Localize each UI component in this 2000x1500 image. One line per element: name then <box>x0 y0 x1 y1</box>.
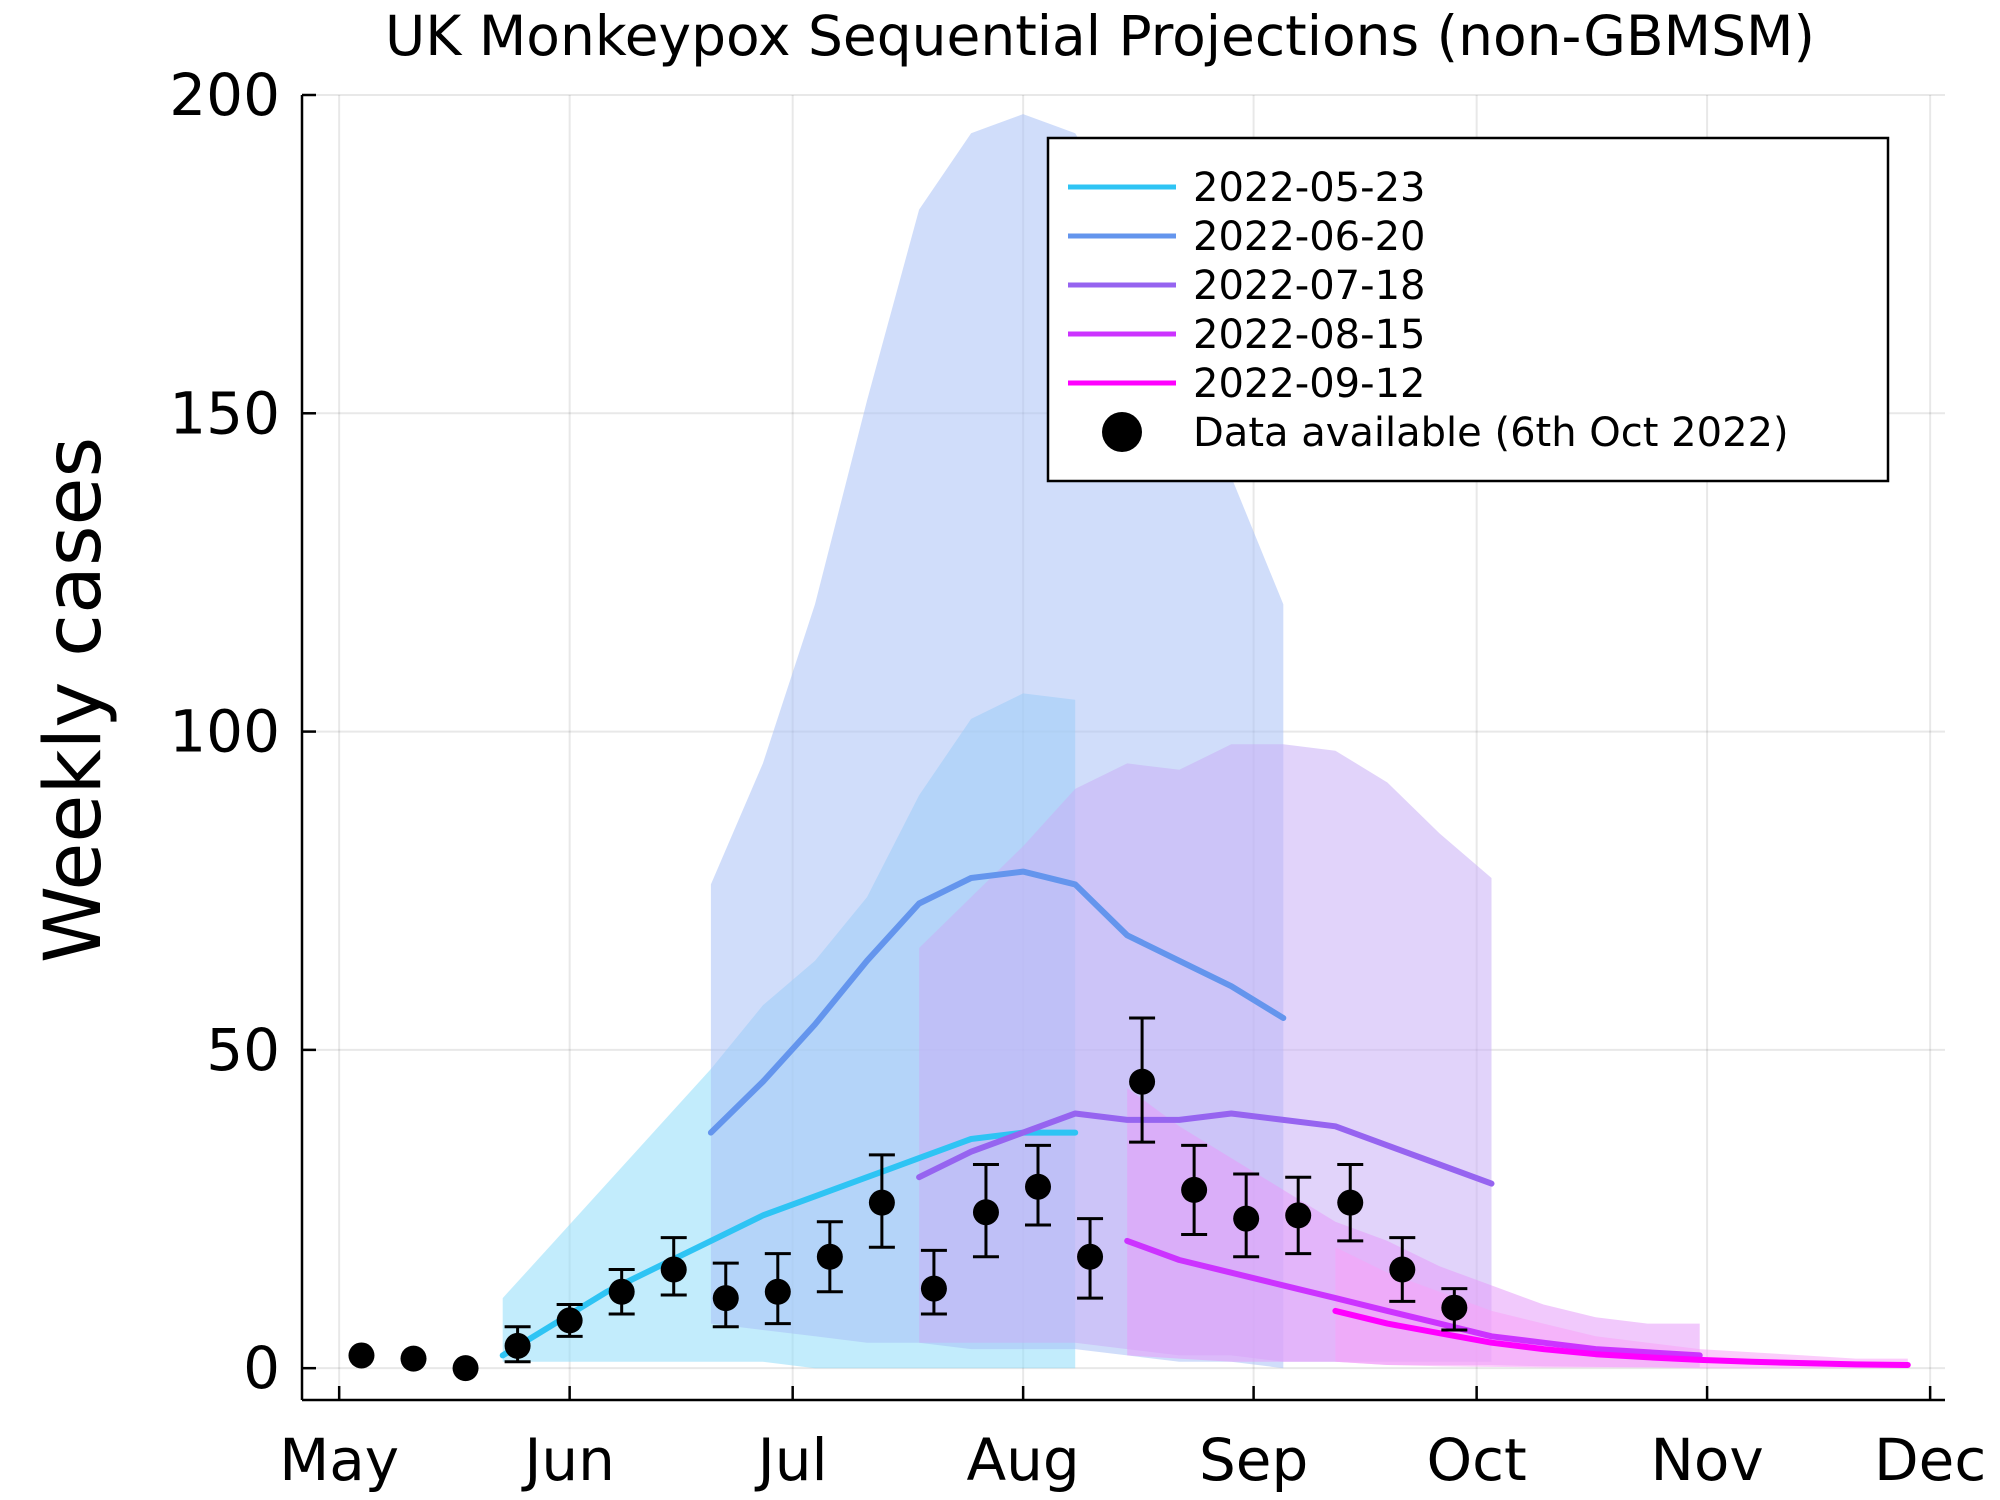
x-tick-label: Jun <box>521 1426 615 1494</box>
projection-line-2022-05-23 <box>499 1129 1079 1359</box>
data-point <box>920 1275 947 1302</box>
data-point <box>348 1342 375 1369</box>
legend-label: 2022-06-20 <box>1193 214 1425 260</box>
data-point <box>1025 1173 1052 1200</box>
data-point <box>1441 1294 1468 1321</box>
data-point <box>608 1278 635 1305</box>
legend-label: 2022-08-15 <box>1193 312 1425 358</box>
data-point <box>452 1355 479 1382</box>
data-point <box>556 1307 583 1334</box>
data-point <box>1181 1176 1208 1203</box>
projection-lines <box>499 868 1911 1368</box>
y-tick-label: 50 <box>206 1016 280 1084</box>
legend-label: 2022-07-18 <box>1193 263 1425 309</box>
legend-label: 2022-09-12 <box>1193 361 1425 407</box>
y-tick-label: 100 <box>169 698 280 766</box>
legend-box <box>1046 136 1890 483</box>
x-tick-label: Jul <box>755 1426 828 1494</box>
legend-swatch-data <box>1102 412 1142 452</box>
projection-line-2022-06-20 <box>707 868 1287 1136</box>
y-tick-label: 200 <box>169 61 280 129</box>
projection-line-2022-08-15 <box>1124 1237 1703 1359</box>
data-point <box>1285 1202 1312 1229</box>
y-tick-label: 150 <box>169 379 280 447</box>
data-point <box>504 1332 531 1359</box>
data-point <box>868 1189 895 1216</box>
data-point <box>1337 1189 1364 1216</box>
x-tick-label: Nov <box>1650 1426 1763 1494</box>
projection-line-2022-07-18 <box>916 1110 1495 1187</box>
legend-label: 2022-05-23 <box>1193 165 1425 211</box>
y-axis-label: Weekly cases <box>29 437 119 963</box>
axes: 0 50 100 150 200 May Jun Jul Aug Sep Oct Nov Dec <box>169 61 1986 1494</box>
data-point <box>712 1285 739 1312</box>
x-tick-label: May <box>279 1426 399 1494</box>
data-point <box>1389 1256 1416 1283</box>
ci-band-2022-08-15 <box>1127 1088 1700 1368</box>
data-point <box>1077 1243 1104 1270</box>
legend: 2022-05-232022-06-202022-07-182022-08-15… <box>1046 136 1890 483</box>
data-point <box>816 1243 843 1270</box>
data-point <box>972 1199 999 1226</box>
data-point <box>1129 1068 1156 1095</box>
x-tick-label: Oct <box>1426 1426 1526 1494</box>
chart-title: UK Monkeypox Sequential Projections (non… <box>385 4 1815 68</box>
legend-label: Data available (6th Oct 2022) <box>1193 410 1789 456</box>
y-tick-label: 0 <box>243 1334 280 1402</box>
x-tick-label: Dec <box>1874 1426 1986 1494</box>
data-point <box>764 1278 791 1305</box>
data-point <box>660 1256 687 1283</box>
x-tick-label: Aug <box>967 1426 1080 1494</box>
observed-points <box>348 1016 1468 1382</box>
data-point <box>400 1345 427 1372</box>
projection-line-2022-09-12 <box>1332 1307 1911 1368</box>
x-tick-label: Sep <box>1199 1426 1308 1494</box>
data-point <box>1233 1205 1260 1232</box>
